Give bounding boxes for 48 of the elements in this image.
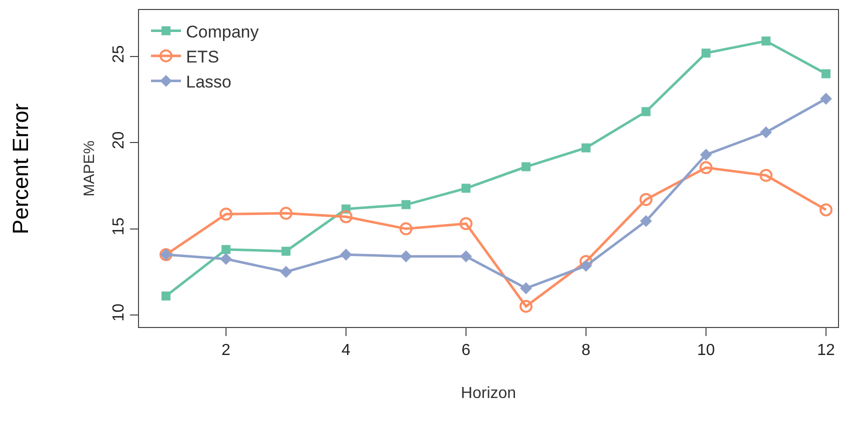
point: [640, 193, 652, 206]
point: [220, 253, 232, 264]
legend-label: Lasso: [186, 72, 232, 92]
x-tick-label: 2: [222, 342, 231, 360]
point: [580, 260, 592, 272]
text: Percent Error: [8, 103, 34, 234]
point: [640, 216, 652, 227]
point: [162, 291, 170, 300]
point: [702, 48, 710, 58]
x-tick-label: 10: [697, 342, 715, 360]
y-tick-label: 15: [110, 217, 128, 236]
point: [222, 244, 230, 254]
point: [820, 93, 832, 104]
x-tick-label: 6: [462, 342, 471, 360]
point: [582, 143, 590, 152]
point: [280, 266, 292, 278]
legend-label: Company: [186, 22, 260, 42]
point: [340, 249, 352, 260]
y-tick-label: 20: [110, 131, 128, 150]
point: [762, 36, 770, 46]
point: [820, 203, 832, 216]
point: [460, 217, 472, 230]
point: [282, 246, 290, 256]
point: [642, 107, 650, 116]
x-axis-title: Horizon: [460, 384, 516, 402]
y-tick-label: 25: [110, 45, 128, 64]
point: [280, 206, 292, 220]
point: [700, 149, 712, 160]
point: [460, 250, 472, 262]
point: [340, 210, 352, 224]
x-tick-label: 12: [817, 342, 835, 360]
point: [822, 69, 830, 78]
point: [462, 184, 470, 193]
point: [220, 208, 232, 221]
point: [522, 162, 530, 172]
y-tick-label: 10: [110, 304, 128, 322]
y-axis-title: MAPE%: [80, 140, 98, 196]
point: [700, 161, 712, 174]
point: [400, 250, 412, 262]
point: [520, 282, 532, 294]
x-tick-label: 8: [582, 342, 591, 360]
x-tick-label: 4: [342, 342, 351, 360]
point: [520, 300, 532, 313]
point: [400, 222, 412, 236]
point: [760, 126, 772, 138]
point: [760, 168, 772, 182]
point: [402, 200, 410, 210]
legend-label: ETS: [186, 47, 220, 66]
